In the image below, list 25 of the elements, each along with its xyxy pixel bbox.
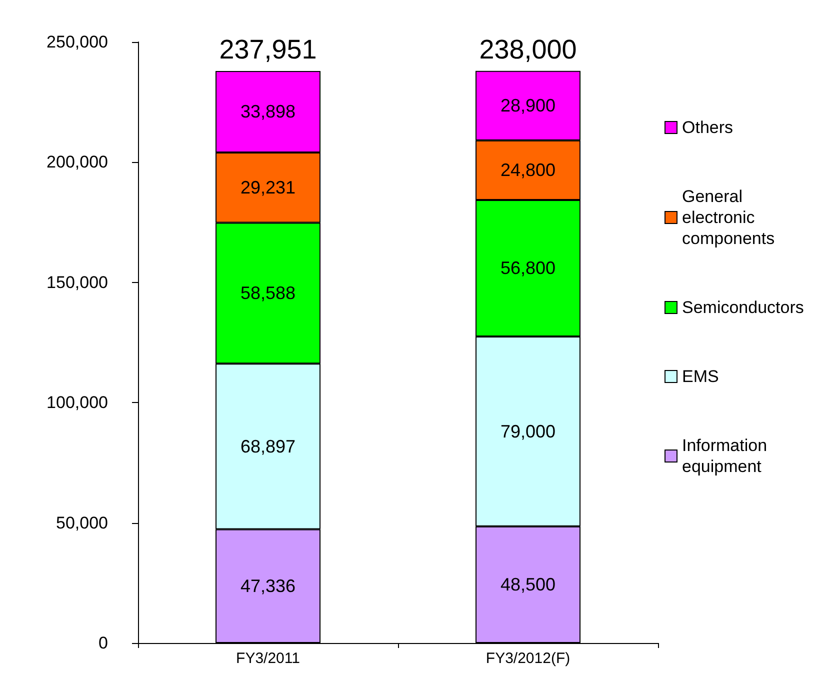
total-label: 237,951 [219,34,317,64]
total-label: 238,000 [479,34,577,64]
data-label: 47,336 [240,576,296,596]
legend-label: General electronic components [682,187,775,248]
x-tick-label: FY3/2011 [236,650,300,667]
data-label: 68,897 [240,436,296,456]
legend-label: Others [682,118,734,137]
legend-label: EMS [682,367,719,386]
y-tick-label: 250,000 [46,32,108,52]
data-label: 79,000 [500,421,556,442]
data-label: 28,900 [500,96,556,116]
data-label: 24,800 [500,160,556,180]
y-tick-label: 50,000 [56,513,108,532]
y-tick-label: 200,000 [46,152,108,172]
legend-label: Semiconductors [682,298,804,317]
data-label: 48,500 [500,574,556,595]
y-tick-label: 100,000 [46,393,108,412]
data-label: 58,588 [240,283,296,304]
y-tick-label: 150,000 [46,272,108,292]
data-label: 29,231 [240,178,296,198]
x-tick-label: FY3/2012(F) [486,650,570,667]
legend-label: Information equipment [682,436,772,476]
y-tick-label: 0 [98,634,108,652]
data-label: 56,800 [500,258,556,278]
data-label: 33,898 [240,102,296,122]
